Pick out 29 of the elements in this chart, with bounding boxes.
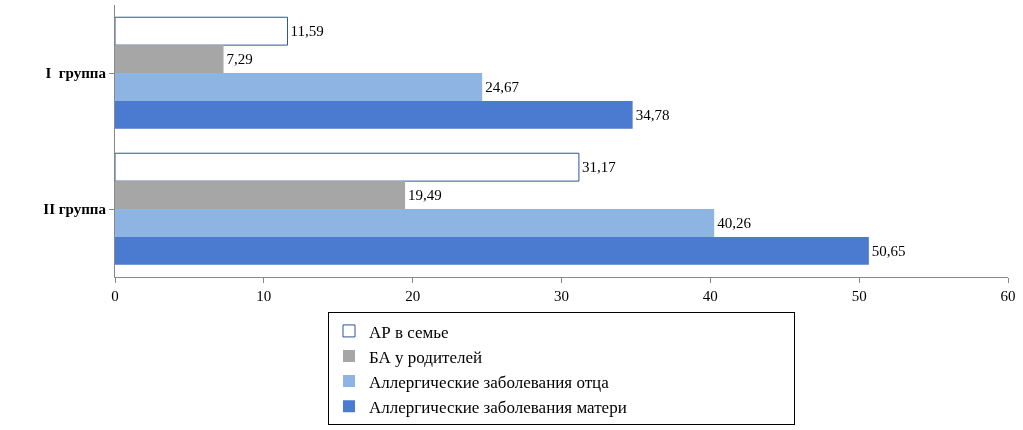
legend-label: БА у родителей <box>369 347 483 367</box>
data-label: 50,65 <box>871 242 906 259</box>
bar <box>115 73 483 101</box>
x-tick-label: 60 <box>1000 288 1016 304</box>
legend-label: АР в семье <box>369 322 449 342</box>
data-label: 40,26 <box>717 214 752 231</box>
legend-label: Аллергические заболевания матери <box>369 397 627 417</box>
bar <box>115 45 224 73</box>
x-tick-label: 0 <box>111 288 119 304</box>
y-tick-label: I группа <box>45 65 107 82</box>
data-label: 11,59 <box>290 23 324 40</box>
legend-label: Аллергические заболевания отца <box>369 372 610 392</box>
data-label: 34,78 <box>635 106 670 123</box>
bar <box>115 100 633 129</box>
y-tick-label: II группа <box>43 201 107 218</box>
data-label: 7,29 <box>226 51 253 68</box>
data-label: 31,17 <box>581 159 617 176</box>
x-tick-label: 50 <box>851 288 867 304</box>
data-label: 19,49 <box>408 187 442 204</box>
x-tick-label: 30 <box>554 288 569 304</box>
bar <box>115 209 715 237</box>
x-tick-label: 20 <box>405 288 421 304</box>
bar <box>115 152 580 182</box>
bar <box>115 236 869 265</box>
bar <box>115 16 288 46</box>
x-tick-label: 10 <box>256 288 272 304</box>
data-label: 24,67 <box>485 78 520 95</box>
x-tick-label: 40 <box>702 288 718 304</box>
bar <box>115 181 406 209</box>
